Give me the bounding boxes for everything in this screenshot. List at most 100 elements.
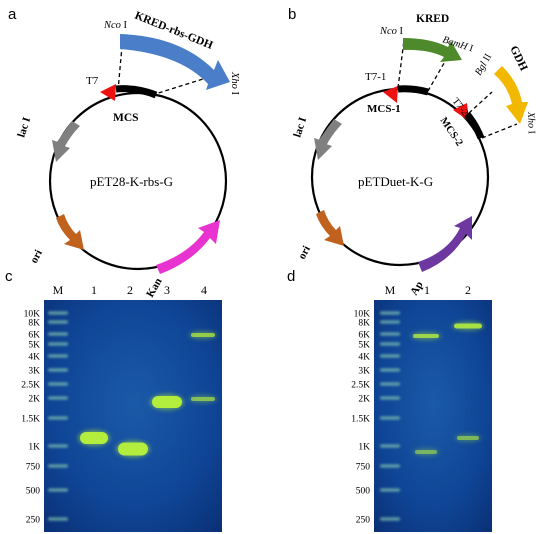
nco-site-a: Nco I	[103, 20, 128, 31]
ladder-band	[48, 320, 68, 324]
lane-label-marker: M	[53, 283, 64, 297]
sample-band	[454, 323, 482, 329]
ori-arrow-b	[316, 210, 344, 246]
t7-label: T7	[86, 75, 99, 87]
panel-letter-a: a	[8, 6, 17, 23]
ladder-band	[380, 444, 400, 448]
ladder-label: 6K	[358, 331, 370, 341]
ap-arrow	[418, 216, 472, 272]
ladder-band	[380, 517, 400, 521]
ladder-band	[380, 311, 400, 315]
ladder-band	[48, 488, 68, 492]
ladder-band	[48, 342, 68, 346]
kred-arrow	[403, 38, 462, 62]
ladder-label: 2K	[358, 395, 370, 405]
ladder-label: 10K	[24, 310, 41, 320]
sample-band	[413, 334, 439, 338]
lane-label: 2	[465, 283, 471, 297]
lac-i-label-a: lac I	[15, 116, 33, 139]
sample-band	[152, 396, 182, 408]
t7-promoter-arrow	[100, 84, 116, 101]
ladder-label: 2K	[28, 395, 40, 405]
lane-label: 1	[424, 283, 430, 297]
ladder-band	[380, 354, 400, 358]
ladder-band	[380, 320, 400, 324]
sample-band	[80, 432, 108, 444]
dashed-line-bgl	[468, 91, 493, 114]
panel-letter-c: c	[5, 268, 13, 285]
ladder-label: 1.5K	[351, 415, 370, 425]
mcs-2-block	[464, 111, 485, 140]
dashed-line-xho	[151, 78, 204, 96]
ladder-label: 3K	[358, 367, 370, 377]
t7-1-promoter-arrow	[383, 86, 398, 103]
lane-label: 3	[164, 283, 170, 297]
ladder-label: 250	[356, 516, 371, 526]
ladder-label: 8K	[28, 319, 40, 329]
ladder-label: 750	[26, 463, 41, 473]
sample-band	[191, 397, 215, 401]
ladder-band	[48, 444, 68, 448]
ladder-label: 750	[356, 463, 371, 473]
ori-label-b: ori	[296, 244, 313, 262]
dashed-line-nco	[117, 45, 123, 92]
gdh-arrow	[494, 66, 528, 124]
ori-label-a: ori	[28, 248, 45, 266]
ladder-band	[48, 396, 68, 400]
ladder-label: 8K	[358, 319, 370, 329]
bgl-site: Bgl II	[473, 52, 494, 77]
ladder-label: 1K	[28, 443, 40, 453]
ladder-band	[48, 368, 68, 372]
ladder-band	[380, 396, 400, 400]
panel-letter-b: b	[288, 6, 296, 23]
kan-arrow	[156, 220, 220, 274]
ladder-label: 4K	[358, 353, 370, 363]
ladder-label: 6K	[28, 331, 40, 341]
panel-a: a T7 MCS Nco I KRED-rbs-GDH Xho I lac I …	[8, 6, 240, 300]
t7-1-label: T7-1	[365, 71, 386, 83]
panel-letter-d: d	[287, 268, 295, 285]
lane-label: 1	[91, 283, 97, 297]
ladder-band	[380, 342, 400, 346]
plasmid-name-a: pET28-K-rbs-G	[90, 174, 173, 189]
ladder-label: 2.5K	[21, 381, 40, 391]
panel-b: b T7-1 MCS-1 T7-2 MCS-2 KRED Nco I BamH …	[288, 6, 537, 298]
lane-label: 4	[201, 283, 207, 297]
ladder-band	[48, 382, 68, 386]
ladder-band	[380, 488, 400, 492]
gel-c	[44, 300, 222, 532]
dashed-line-xho-b	[481, 123, 518, 139]
ladder-band	[48, 464, 68, 468]
kred-label: KRED	[416, 13, 449, 25]
nco-site-b: Nco I	[379, 26, 404, 37]
ladder-band	[48, 354, 68, 358]
sample-band	[457, 436, 479, 440]
sample-band	[191, 333, 215, 337]
mcs-2-label: MCS-2	[438, 116, 465, 149]
mcs-1-block	[397, 85, 429, 96]
lane-label: 2	[127, 283, 133, 297]
kan-label: Kan	[144, 276, 164, 299]
kred-rbs-gdh-arrow	[120, 34, 230, 90]
ladder-band	[380, 368, 400, 372]
ladder-label: 500	[26, 487, 41, 497]
ladder-label: 5K	[28, 341, 40, 351]
ladder-label: 500	[356, 487, 371, 497]
ladder-label: 1.5K	[21, 415, 40, 425]
plasmid-name-b: pETDuet-K-G	[358, 174, 433, 189]
xho-site-b: Xho I	[525, 111, 537, 134]
xho-site-a: Xho I	[229, 71, 240, 96]
ladder-label: 2.5K	[351, 381, 370, 391]
lane-label-marker: M	[385, 283, 396, 297]
ladder-band	[48, 416, 68, 420]
ladder-label: 1K	[358, 443, 370, 453]
sample-band	[118, 442, 148, 456]
sample-band	[415, 450, 437, 454]
ladder-label: 5K	[358, 341, 370, 351]
ladder-label: 4K	[28, 353, 40, 363]
ori-arrow-a	[56, 214, 84, 250]
mcs-label-a: MCS	[113, 112, 139, 124]
